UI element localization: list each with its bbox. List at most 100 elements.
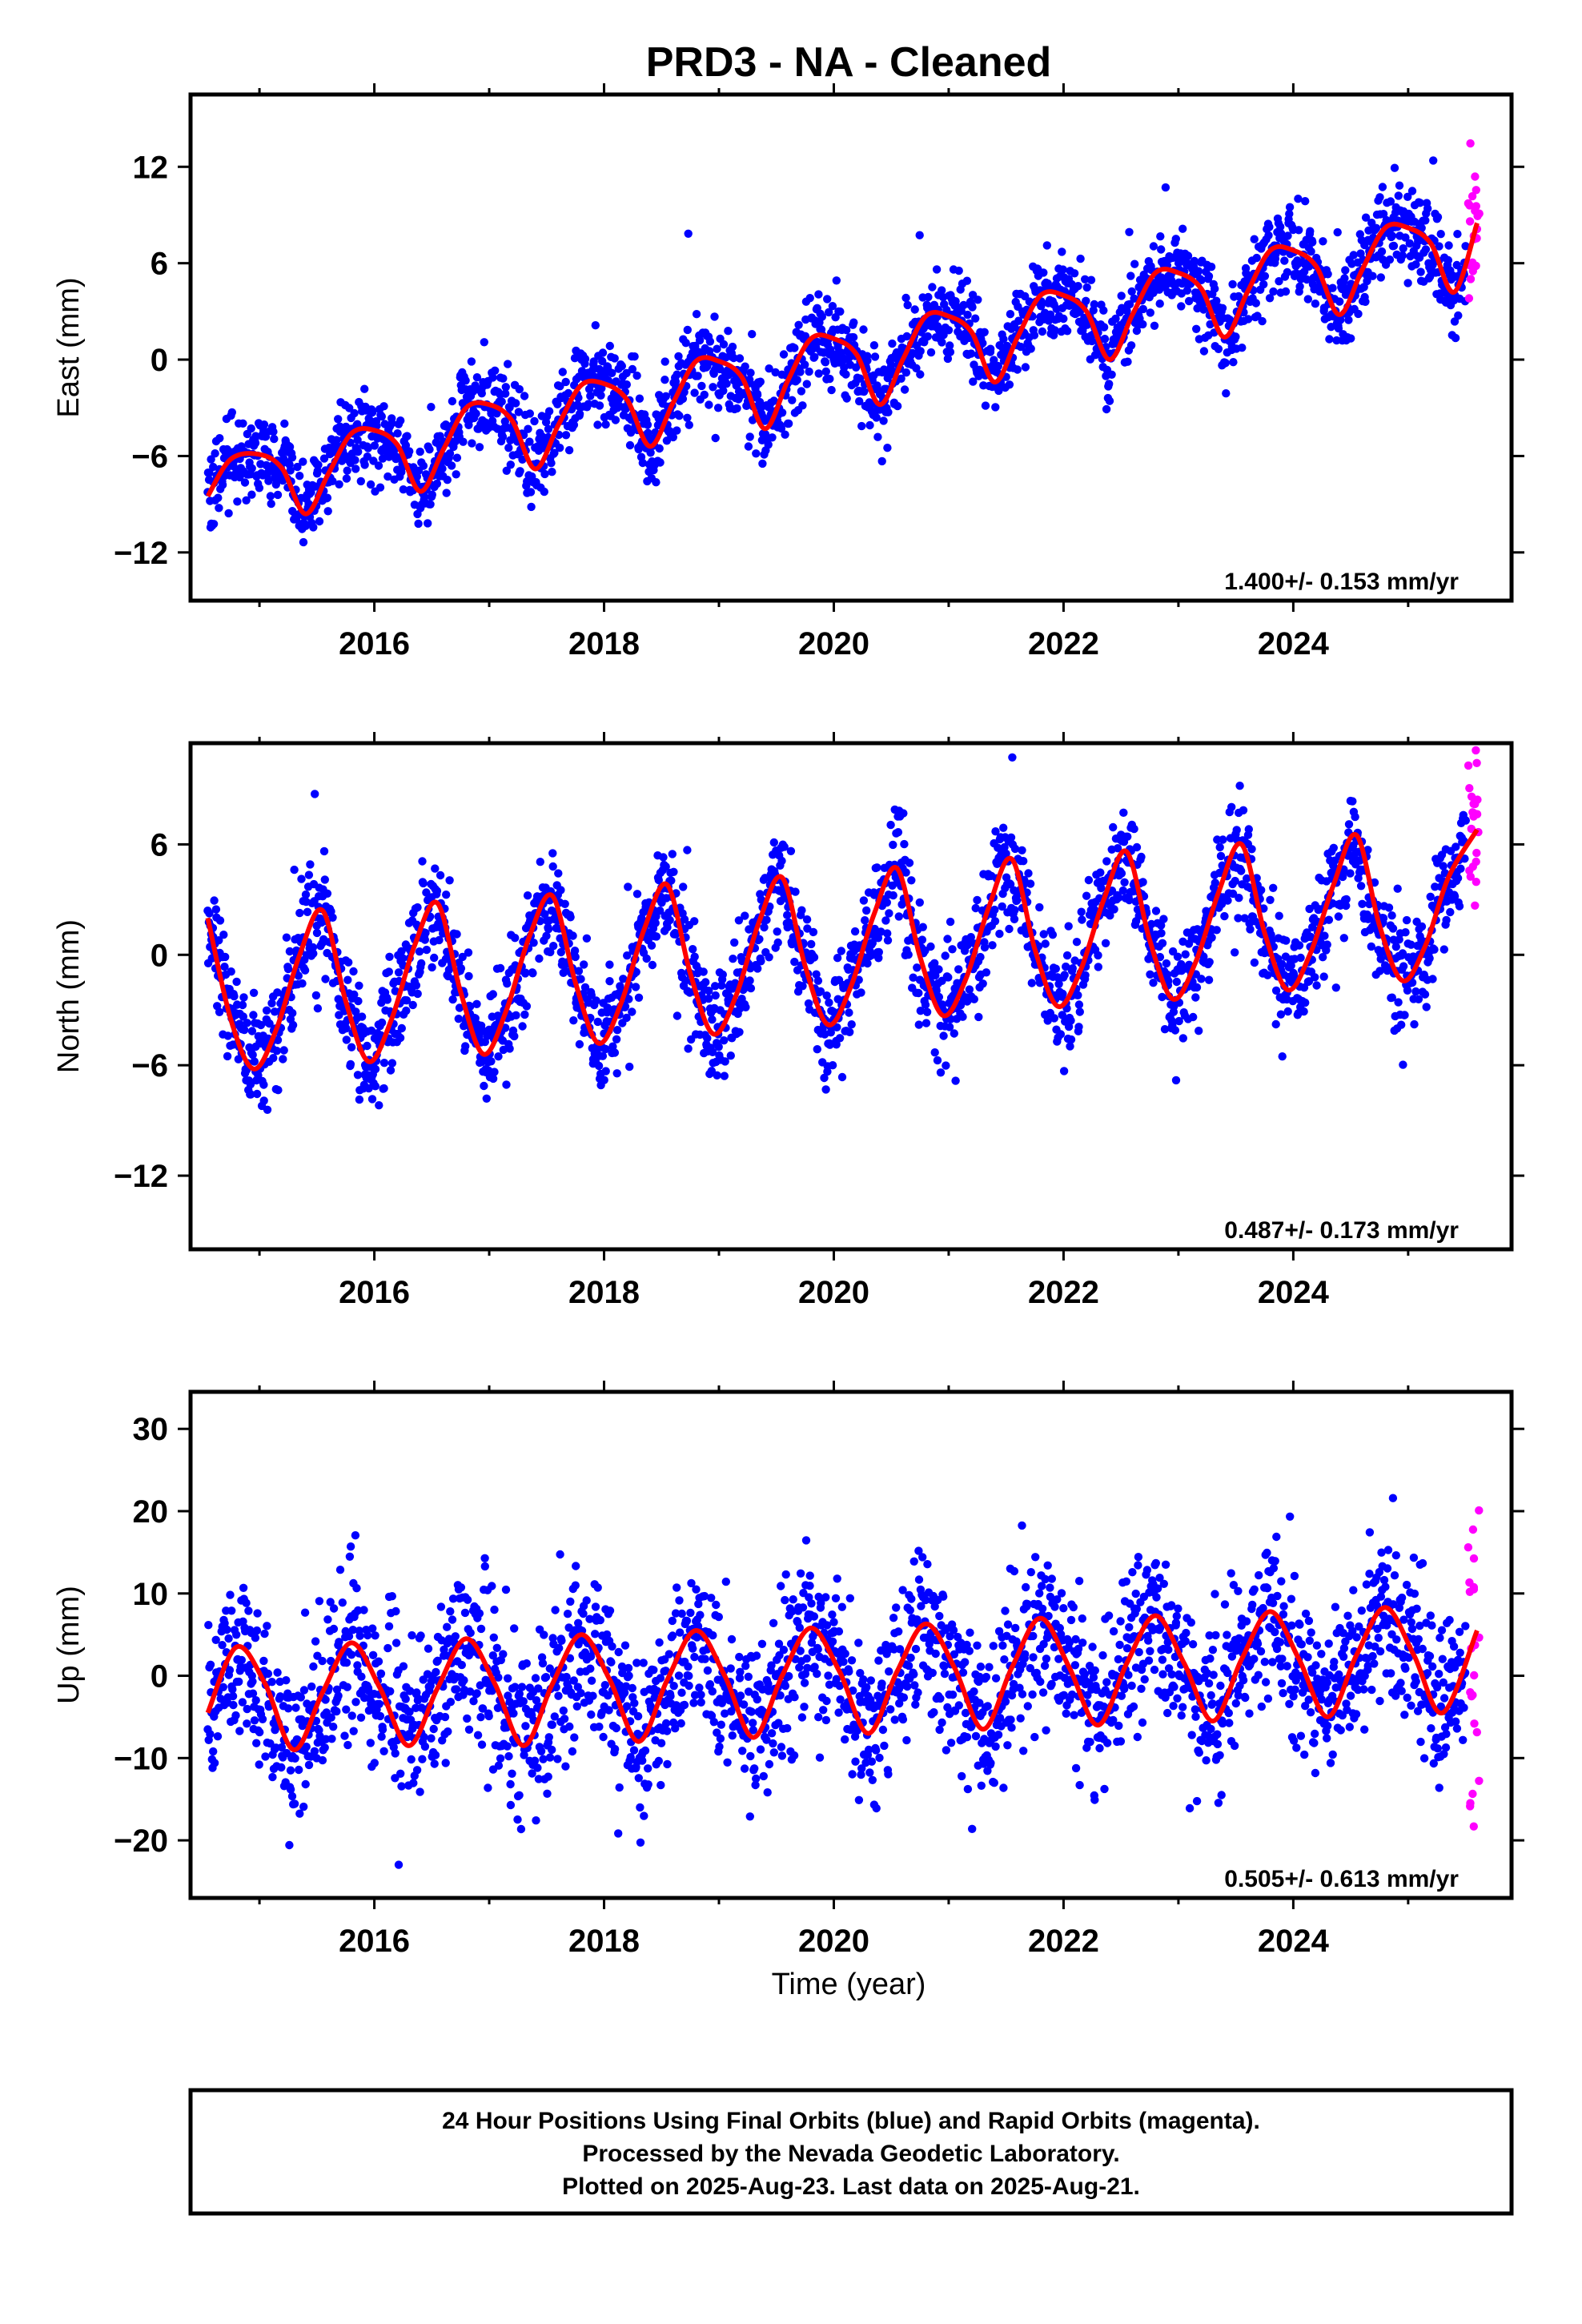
north-final-point	[1066, 1016, 1075, 1025]
east-final-point	[673, 370, 681, 379]
east-final-point	[589, 357, 598, 366]
north-final-point	[837, 947, 846, 955]
east-final-point	[343, 466, 351, 475]
north-final-point	[1442, 915, 1451, 925]
north-final-point	[780, 842, 789, 851]
up-final-point	[277, 1763, 286, 1772]
east-final-point	[1301, 197, 1310, 206]
east-final-point	[378, 454, 387, 463]
north-fit-line	[205, 828, 1480, 1072]
east-final-point	[227, 408, 236, 417]
north-final-point	[522, 1002, 532, 1011]
east-final-point	[1423, 204, 1432, 213]
north-rapid-point	[1467, 824, 1476, 834]
north-y-tick-label: −6	[131, 1048, 168, 1084]
north-final-point	[950, 1029, 959, 1038]
north-final-point	[456, 964, 466, 973]
east-final-point	[399, 485, 408, 494]
east-final-point	[625, 440, 635, 450]
north-final-point	[464, 971, 473, 981]
north-final-point	[701, 978, 710, 987]
up-final-point	[332, 1707, 341, 1716]
east-final-point	[516, 467, 524, 476]
east-final-point	[224, 509, 233, 518]
east-final-point	[1090, 300, 1099, 309]
up-final-point	[291, 1754, 299, 1763]
north-final-point	[1066, 1035, 1076, 1044]
east-final-point	[1190, 256, 1199, 266]
east-final-point	[597, 384, 606, 393]
east-final-point	[994, 362, 1003, 371]
east-final-point	[1294, 195, 1303, 203]
east-final-point	[1405, 239, 1415, 248]
east-final-point	[259, 420, 269, 429]
north-final-point	[1064, 922, 1073, 931]
east-final-point	[1099, 323, 1109, 332]
north-final-point	[1232, 826, 1241, 834]
north-final-point	[916, 1007, 926, 1015]
east-final-point	[405, 447, 414, 456]
north-final-point	[556, 886, 565, 895]
north-final-point	[634, 993, 644, 1003]
north-rapid-point	[1471, 901, 1480, 911]
up-final-point	[218, 1641, 227, 1650]
east-final-point	[1155, 300, 1164, 308]
north-final-point	[623, 951, 632, 960]
north-final-point	[809, 927, 818, 937]
east-final-point	[901, 368, 911, 377]
east-final-point	[859, 387, 869, 396]
east-final-point	[887, 360, 896, 370]
east-final-point	[991, 403, 1000, 412]
north-final-point	[1379, 914, 1388, 923]
east-final-point	[1436, 230, 1445, 239]
east-final-point	[793, 376, 801, 384]
up-final-point	[209, 1747, 218, 1756]
east-final-point	[569, 420, 579, 429]
east-final-point	[369, 456, 378, 465]
north-final-point	[901, 868, 910, 877]
north-final-point	[490, 1068, 499, 1076]
east-final-point	[608, 368, 616, 377]
north-final-point	[973, 895, 982, 905]
north-final-point	[385, 952, 394, 962]
east-final-point	[781, 430, 789, 439]
north-final-point	[342, 1024, 351, 1033]
east-final-point	[351, 456, 359, 464]
north-final-point	[466, 1002, 475, 1011]
north-ylabel: North (mm)	[52, 919, 86, 1073]
north-final-point	[458, 952, 467, 962]
north-final-point	[234, 1055, 243, 1063]
east-final-point	[801, 360, 809, 369]
north-final-point	[885, 909, 893, 918]
east-final-point	[849, 318, 858, 327]
north-final-point	[351, 1007, 360, 1016]
north-final-point	[502, 1080, 511, 1089]
east-final-point	[527, 502, 536, 512]
up-final-point	[326, 1598, 335, 1606]
east-final-point	[990, 356, 998, 364]
north-final-point	[982, 968, 991, 977]
east-rapid-point	[1465, 217, 1475, 226]
east-y-tick-label: −6	[131, 439, 168, 474]
north-final-point	[1125, 895, 1134, 905]
north-final-point	[741, 911, 749, 920]
east-final-point	[622, 368, 631, 378]
east-final-point	[962, 276, 972, 285]
up-final-point	[263, 1669, 273, 1679]
east-final-point	[1281, 287, 1291, 296]
north-final-point	[798, 982, 807, 991]
north-final-point	[346, 1059, 355, 1069]
east-final-point	[472, 373, 482, 382]
north-final-point	[418, 857, 427, 866]
north-final-point	[548, 849, 557, 858]
north-final-point	[974, 1012, 983, 1022]
north-ticks: 2016 2018 2020 2022 2024−12−606	[114, 732, 1524, 1310]
up-final-point	[244, 1606, 253, 1615]
north-final-point	[605, 977, 614, 986]
north-final-point	[730, 938, 739, 947]
north-panel: 2016 2018 2020 2022 2024−12−606 North (mm) 0…	[52, 732, 1524, 1310]
east-final-point	[1005, 380, 1014, 389]
north-final-point	[718, 970, 727, 979]
east-final-point	[514, 408, 524, 416]
north-final-point	[913, 963, 921, 972]
